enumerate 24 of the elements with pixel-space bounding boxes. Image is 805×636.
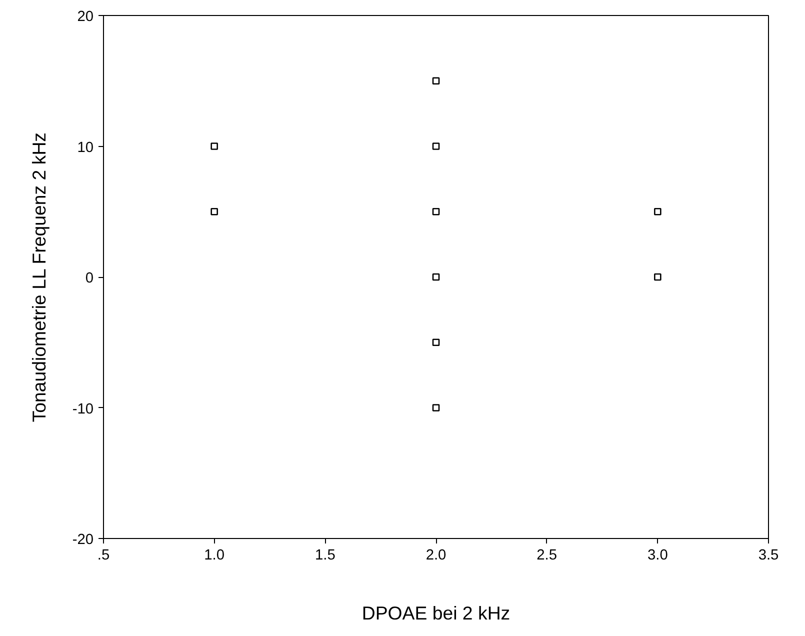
y-tick-label: 0: [85, 270, 94, 286]
x-axis-title: DPOAE bei 2 kHz: [362, 602, 510, 624]
x-tick-label: 1.5: [314, 548, 336, 564]
x-tick-label: 2.0: [426, 548, 446, 564]
y-axis-title: Tonaudiometrie LL Frequenz 2 kHz: [28, 132, 50, 422]
x-tick-label: 3.0: [647, 548, 668, 564]
point: [432, 208, 440, 216]
y-tick-label: 20: [77, 9, 94, 25]
x-tick-label: 1.0: [204, 548, 225, 564]
point: [654, 273, 662, 281]
point: [432, 404, 440, 412]
point: [654, 208, 662, 216]
y-tick-label: -20: [72, 532, 94, 548]
point: [210, 208, 218, 216]
x-tick-label: 3.5: [758, 548, 779, 564]
y-tick-label: 10: [77, 140, 94, 156]
point: [210, 142, 218, 150]
point: [432, 77, 440, 85]
y-tick-label: -10: [72, 401, 94, 418]
point: [432, 142, 440, 150]
x-tick-label: .5: [97, 548, 110, 564]
point: [432, 338, 440, 346]
x-tick-label: 2.5: [536, 548, 558, 564]
point: [432, 273, 440, 281]
